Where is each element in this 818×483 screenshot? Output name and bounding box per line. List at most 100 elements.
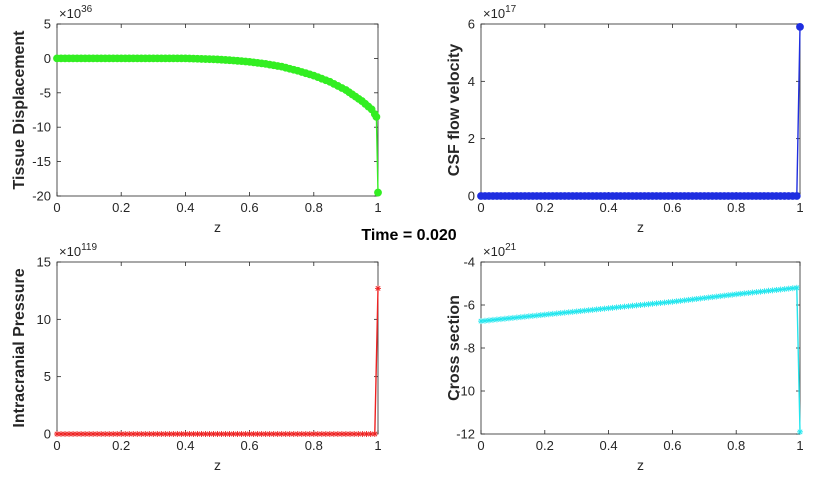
tissue-displacement-y-tick-label: 0 [44, 51, 51, 66]
intracranial-pressure-data-point [70, 431, 77, 437]
cross-section-x-tick-label: 0.4 [600, 438, 618, 453]
csf-flow-velocity-x-tick-label: 0.4 [600, 200, 618, 215]
tissue-displacement-x-tick-label: 1 [374, 200, 381, 215]
cross-section-data-point [557, 310, 564, 317]
tissue-displacement-exponent-power: 36 [81, 4, 93, 15]
intracranial-pressure-data-point [347, 431, 354, 437]
intracranial-pressure-y-tick-label: 0 [44, 427, 51, 442]
cross-section-data-point [517, 314, 524, 321]
intracranial-pressure-data-point [375, 285, 381, 292]
cross-section-x-tick-label: 0.8 [727, 438, 745, 453]
cross-section-x-tick-label: 0.2 [536, 438, 554, 453]
intracranial-pressure-y-tick-label: 10 [37, 312, 51, 327]
cross-section-exponent-power: 21 [505, 242, 517, 253]
csf-flow-velocity-y-tick-label: 4 [468, 74, 475, 89]
intracranial-pressure-data-point [334, 431, 341, 437]
cross-section-exponent-label: ×1021 [483, 242, 517, 259]
intracranial-pressure-x-tick-label: 0.4 [176, 438, 194, 453]
tissue-displacement-x-tick-label: 0.2 [112, 200, 130, 215]
tissue-displacement-y-tick-label: -10 [32, 120, 51, 135]
tissue-displacement-exponent-base: ×10 [59, 6, 81, 21]
intracranial-pressure-data-point [254, 431, 261, 437]
cross-section-data-point [673, 298, 680, 305]
tissue-displacement-axes-box [56, 23, 379, 197]
cross-section-data-point [777, 286, 784, 293]
cross-section-data-point [513, 314, 520, 321]
cross-section-y-axis-label: Cross section [446, 295, 463, 401]
tissue-displacement-x-tick-label: 0.4 [176, 200, 194, 215]
intracranial-pressure-data-point [371, 431, 378, 437]
csf-flow-velocity-x-axis-label: z [637, 219, 644, 235]
cross-section-data-point [725, 292, 732, 299]
cross-section-y-tick-label: -10 [456, 384, 475, 399]
cross-section-data-point [613, 304, 620, 311]
intracranial-pressure-data-point [363, 431, 370, 437]
intracranial-pressure-exponent-label: ×10119 [59, 242, 97, 259]
intracranial-pressure-data-point [190, 431, 197, 437]
csf-flow-velocity-exponent-power: 17 [505, 4, 517, 15]
intracranial-pressure-exponent-power: 119 [81, 242, 97, 253]
cross-section-data-point [701, 295, 708, 302]
csf-flow-velocity-axes-box [480, 23, 801, 197]
cross-section-data-point [685, 296, 692, 303]
cross-section-data-point [681, 297, 688, 304]
cross-section-data-point [721, 292, 728, 299]
intracranial-pressure-y-tick-label: 15 [37, 255, 51, 270]
csf-flow-velocity-data-point [796, 22, 804, 31]
cross-section-x-tick-label: 1 [796, 438, 803, 453]
tissue-displacement-x-axis-label: z [214, 219, 221, 235]
cross-section-data-point [713, 293, 720, 300]
cross-section-data-point [525, 313, 532, 320]
cross-section-data-point [765, 287, 772, 294]
cross-section-data-point [537, 312, 544, 319]
cross-section-data-point [717, 293, 724, 300]
cross-section-data-point [689, 296, 696, 303]
csf-flow-velocity-y-tick-label: 0 [468, 189, 475, 204]
tissue-displacement-y-axis-label: Tissue Displacement [11, 30, 28, 190]
cross-section-data-point [705, 294, 712, 301]
intracranial-pressure-data-point [214, 431, 221, 437]
cross-section-data-point [797, 428, 803, 435]
tissue-displacement-data-point [374, 188, 382, 197]
cross-section-x-tick-label: 0.6 [663, 438, 681, 453]
intracranial-pressure-x-tick-label: 1 [374, 438, 381, 453]
cross-section-data-point [745, 289, 752, 296]
intracranial-pressure-data-point [278, 431, 285, 437]
cross-section-subplot: 0 0.2 0.4 0.6 0.8 1 -4 -6 -8 -10 -12 ×1021 z Cross se… [446, 242, 804, 473]
cross-section-data-point [569, 308, 576, 315]
intracranial-pressure-data-point [274, 431, 281, 437]
csf-flow-velocity-y-axis-label: CSF flow velocity [446, 44, 463, 177]
intracranial-pressure-data-point [234, 431, 241, 437]
cross-section-y-tick-label: -8 [463, 341, 475, 356]
cross-section-data-point [669, 298, 676, 305]
cross-section-data-point [481, 317, 488, 324]
csf-flow-velocity-x-tick-label: 1 [796, 200, 803, 215]
cross-section-data-point [761, 288, 768, 295]
cross-section-data-point [693, 295, 700, 302]
cross-section-data-point [637, 302, 644, 308]
intracranial-pressure-data-point [198, 431, 205, 437]
intracranial-pressure-data-point [154, 431, 161, 437]
tissue-displacement-subplot: 0 0.2 0.4 0.6 0.8 1 5 0 -5 -10 -15 -20 ×1036 z Tissue … [11, 4, 382, 235]
cross-section-data-point [793, 284, 800, 291]
tissue-displacement-x-tick-label: 0.6 [241, 200, 259, 215]
intracranial-pressure-x-tick-label: 0.6 [241, 438, 259, 453]
cross-section-data-point [657, 299, 664, 306]
cross-section-data-point [653, 300, 660, 307]
cross-section-data-point [677, 297, 684, 304]
cross-section-y-tick-label: -4 [463, 255, 475, 270]
csf-flow-velocity-x-tick-label: 0.6 [663, 200, 681, 215]
csf-flow-velocity-y-tick-label: 2 [468, 131, 475, 146]
intracranial-pressure-data-point [114, 431, 121, 437]
intracranial-pressure-subplot: 0 0.2 0.4 0.6 0.8 1 15 10 5 0 ×10119 z Intracranial … [11, 242, 382, 473]
cross-section-data-point [709, 294, 716, 301]
cross-section-data-point [697, 295, 704, 302]
intracranial-pressure-data-point [230, 431, 237, 437]
intracranial-pressure-y-tick-label: 5 [44, 369, 51, 384]
intracranial-pressure-x-axis-label: z [214, 457, 221, 473]
cross-section-data-point [601, 305, 608, 312]
cross-section-data-point [521, 313, 528, 320]
intracranial-pressure-x-tick-label: 0.8 [305, 438, 323, 453]
figure-title: Time = 0.020 [361, 227, 457, 244]
